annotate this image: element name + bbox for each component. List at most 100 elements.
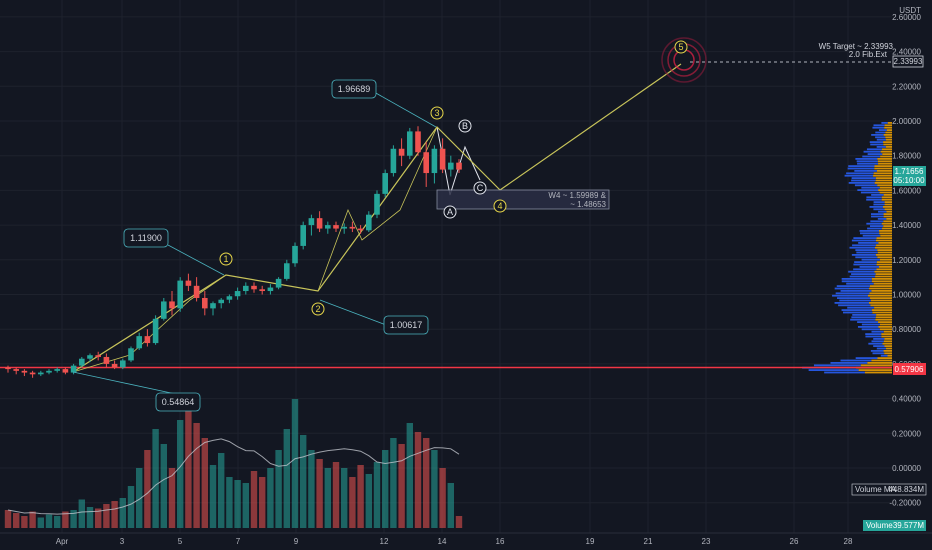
volume-profile-bar <box>871 134 884 136</box>
volume-bar <box>29 511 36 528</box>
volume-profile-bar <box>884 345 892 347</box>
volume-profile-bar <box>849 275 876 278</box>
volume-profile-bar <box>883 143 892 146</box>
volume-profile-bar <box>858 242 879 244</box>
volume-profile-bar <box>875 275 892 278</box>
svg-text:1.96689: 1.96689 <box>338 84 371 94</box>
candle-body <box>366 214 372 231</box>
volume-profile-bar <box>857 162 879 165</box>
volume-profile-bar <box>841 278 872 280</box>
volume-profile-bar <box>824 371 865 374</box>
callout-low-2[interactable]: 1.00617 <box>383 315 429 335</box>
volume-profile-bar <box>878 326 892 328</box>
svg-text:A: A <box>447 207 453 217</box>
volume-profile-bar <box>855 249 878 251</box>
candle-body <box>152 318 159 344</box>
wave-label-1[interactable]: 1 <box>219 252 233 266</box>
volume-profile-bar <box>881 198 892 201</box>
volume-bar <box>341 468 348 528</box>
volume-profile-bar <box>881 196 892 199</box>
volume-profile-bar <box>865 333 882 335</box>
volume-profile-bar <box>854 184 878 187</box>
volume-profile-bar <box>860 191 880 194</box>
volume-bar <box>406 423 413 528</box>
volume-profile-bar <box>874 182 892 184</box>
candle-body <box>79 358 85 366</box>
volume-profile-bar <box>871 290 892 292</box>
volume-profile-bar <box>883 134 892 136</box>
volume-profile-bar <box>858 369 892 371</box>
callout-high-1[interactable]: 1.11900 <box>123 228 169 248</box>
price-axis[interactable]: 2.60000 2.40000 2.20000 2.00000 1.80000 1.600… <box>889 13 921 508</box>
candle-body <box>193 285 200 298</box>
volume-profile-bar <box>837 297 871 299</box>
candle-body <box>407 131 413 156</box>
volume-profile-bar <box>879 232 892 235</box>
wave-label-c[interactable]: C <box>473 181 487 195</box>
volume-profile-bar <box>832 294 869 297</box>
volume-profile-bar <box>870 304 892 307</box>
candle-body <box>243 285 249 292</box>
volume-profile-bar <box>864 371 892 374</box>
wave-label-b[interactable]: B <box>458 119 472 133</box>
volume-profile-bar <box>875 316 892 319</box>
volume-bar <box>95 508 102 528</box>
volume-bar <box>390 438 397 528</box>
volume-profile-bar <box>853 263 877 266</box>
candle-body <box>103 356 110 364</box>
candle-body <box>13 369 19 371</box>
w5-target-label: W5 Target ~ 2.33993 <box>819 42 894 51</box>
volume-profile-bar <box>881 333 892 335</box>
callout-low-0[interactable]: 0.54864 <box>155 392 201 412</box>
time-axis[interactable]: Apr 3 5 7 9 12 14 16 19 21 23 26 28 <box>56 537 853 546</box>
svg-text:4: 4 <box>497 201 502 211</box>
volume-bar <box>4 510 12 528</box>
volume-profile-bar <box>885 347 892 350</box>
volume-profile-bar <box>874 246 892 249</box>
candlesticks <box>5 126 462 378</box>
volume-profile-bar <box>871 194 884 196</box>
volume-profile-bar <box>870 225 884 227</box>
candle-body <box>300 225 306 246</box>
callout-high-3[interactable]: 1.96689 <box>331 79 377 99</box>
volume-profile-bar <box>849 246 875 249</box>
volume-bar <box>62 511 69 528</box>
fib-ext-label: 2.0 Fib.Ext <box>849 50 888 59</box>
volume-profile-bar <box>877 251 892 254</box>
volume-profile-bar <box>846 282 874 285</box>
volume-profile-bar <box>876 237 892 239</box>
volume-profile-bar <box>878 321 892 323</box>
wave-label-5[interactable]: 5 <box>674 40 688 54</box>
volume-profile-bar <box>808 369 859 371</box>
wave-label-a[interactable]: A <box>443 205 457 219</box>
volume-profile-bar <box>869 141 884 143</box>
volume-profile-bar <box>875 254 892 256</box>
price-tick-label: 1.20000 <box>892 256 921 265</box>
volume-profile-bar <box>873 208 885 211</box>
volume-profile-bar <box>872 311 892 314</box>
svg-text:2.33993: 2.33993 <box>894 57 923 66</box>
volume-profile-bar <box>881 222 892 225</box>
volume-profile-bar <box>851 254 876 256</box>
volume-profile-bar <box>884 352 892 355</box>
candle-body <box>120 360 126 368</box>
volume-profile-bar <box>851 316 876 319</box>
volume-profile-bar <box>857 189 879 191</box>
target-price-badge: 2.33993 <box>892 55 924 68</box>
volume-bar <box>308 450 315 528</box>
w4-zone-box[interactable] <box>436 189 610 210</box>
candle-body <box>21 370 28 373</box>
callout-lines <box>72 91 437 397</box>
volume-profile-bar <box>852 314 877 316</box>
volume-bar <box>324 468 331 528</box>
volume-bars <box>4 399 463 528</box>
volume-profile-bar <box>867 362 892 364</box>
volume-profile-bar <box>883 340 892 343</box>
support-price-badge: 0.57906 <box>893 363 926 375</box>
wave-label-2[interactable]: 2 <box>311 302 325 316</box>
wave-label-3[interactable]: 3 <box>430 106 444 120</box>
volume-bar <box>78 499 85 528</box>
wave-label-4[interactable]: 4 <box>493 199 507 213</box>
volume-bar <box>177 420 184 528</box>
